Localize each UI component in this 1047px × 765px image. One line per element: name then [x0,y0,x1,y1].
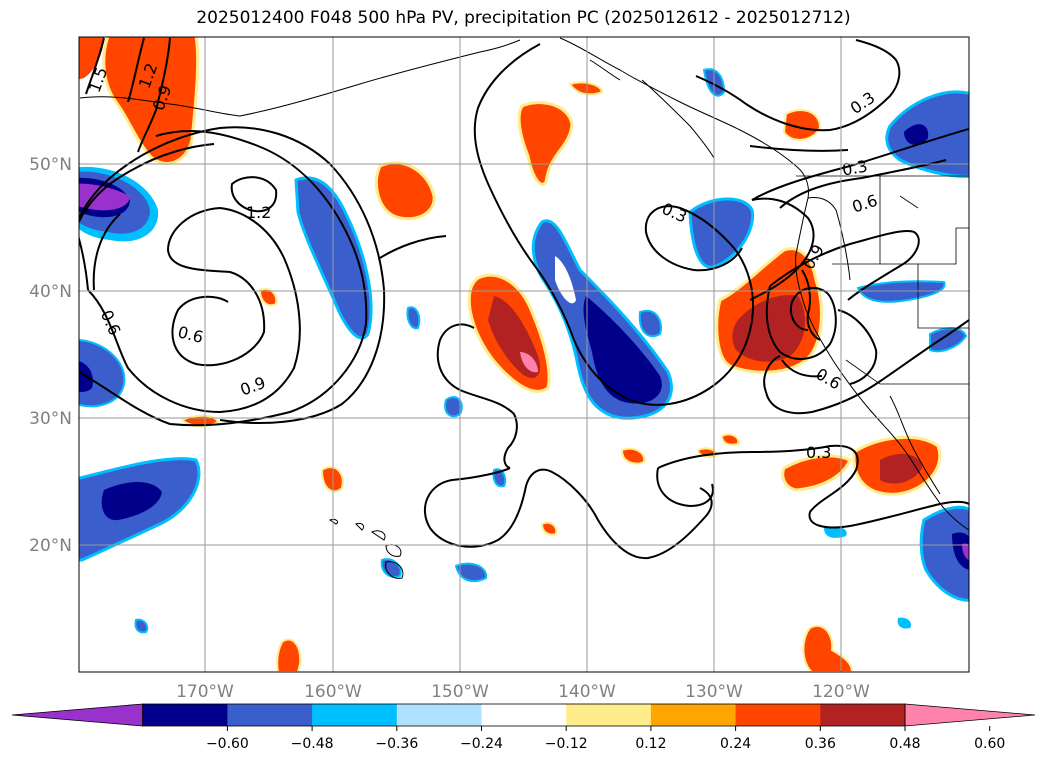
pv-contours [79,37,969,560]
neg-blob-west [79,166,159,242]
colorbar-segment [142,704,228,726]
lon-tick-label: 160°W [304,682,362,702]
lat-tick-label: 30°N [29,409,72,429]
neg-blob-ne [688,197,755,269]
colorbar-segment [481,704,567,726]
neg-blob-west-sw [79,339,126,408]
colorbar-segment [820,704,906,726]
colorbar-segment [735,704,821,726]
pos-blob-baja [781,454,852,492]
lon-tick-label: 150°W [431,682,489,702]
lon-tick-label: 130°W [685,682,743,702]
borders [796,175,969,385]
map-frame [78,36,970,673]
colorbar-tick-label: 0.60 [974,736,1005,752]
colorbar-tick-label: 0.48 [889,736,920,752]
colorbar-segment [650,704,737,726]
map-field: 1.5 1.2 0.9 1.2 0.6 0.6 0.9 0.3 0.3 0.3 … [79,37,969,672]
colorbar-segment [227,704,313,726]
colorbar-extend-max [904,703,1036,727]
colorbar-tick-label: 0.36 [805,736,836,752]
lat-tick-label: 20°N [29,536,72,556]
lat-tick-label: 40°N [29,282,72,302]
colorbar-tick-label: −0.24 [460,736,503,752]
lat-tick-label: 50°N [29,155,72,175]
colorbar-tick-label: 0.24 [720,736,751,752]
neg-blob-160w [294,176,373,340]
colorbar-extend-min [11,703,144,727]
colorbar-tick-label: −0.36 [375,736,418,752]
contour-label: 0.3 [806,443,831,462]
colorbar-tick-label: −0.12 [545,736,588,752]
colorbar-segment [396,704,482,726]
lon-tick-label: 120°W [812,682,870,702]
coastlines [79,37,969,531]
lon-tick-label: 170°W [176,682,234,702]
colorbar-outline [142,703,906,727]
lat-labels: 20°N 30°N 40°N 50°N [29,155,72,556]
colorbar-segment [312,704,398,726]
gridlines [79,37,969,672]
colorbar-tick-label: −0.48 [291,736,334,752]
lon-tick-label: 140°W [558,682,616,702]
contour-label: 1.2 [246,203,271,222]
colorbar: −0.60 −0.48 −0.36 −0.24 −0.12 0.12 0.24 0.36 0.4… [11,703,1036,752]
lon-labels: 170°W 160°W 150°W 140°W 130°W 120°W [176,682,870,702]
contour-label: 0.3 [841,156,869,179]
figure-title: 2025012400 F048 500 hPa PV, precipitatio… [196,8,851,28]
colorbar-tick-label: 0.12 [635,736,666,752]
colorbar-segment [566,704,652,726]
colorbar-tick-label: −0.60 [206,736,249,752]
